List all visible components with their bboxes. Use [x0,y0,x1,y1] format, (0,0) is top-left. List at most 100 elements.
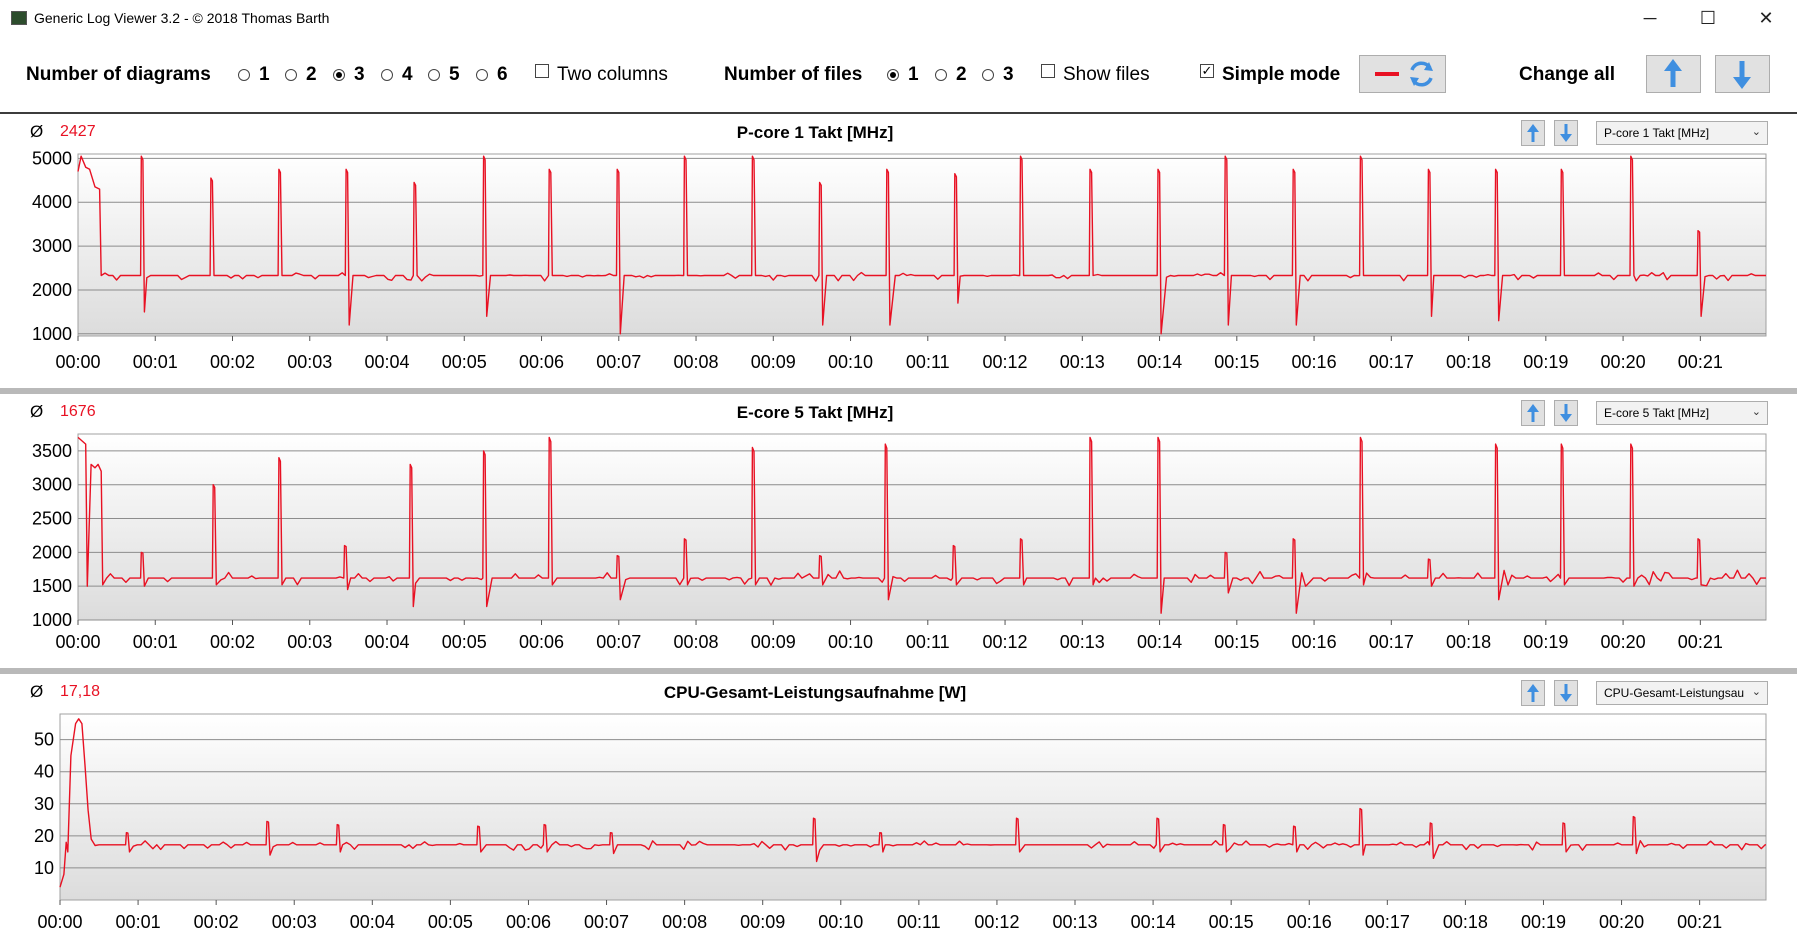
y-tick-label: 1000 [32,610,72,630]
toolbar: Number of diagrams 1 2 3 4 5 6 Two colum… [0,44,1797,110]
x-tick-label: 00:17 [1365,912,1410,932]
panel-divider-2[interactable] [0,668,1797,674]
show-files-checkbox[interactable] [1041,64,1055,78]
x-tick-label: 00:05 [442,352,487,372]
x-tick-label: 00:18 [1446,352,1491,372]
diagram-panel-2: Ø 1676 E-core 5 Takt [MHz] E-core 5 Takt… [0,394,1797,666]
arrow-up-icon [1664,59,1682,87]
x-tick-label: 00:19 [1521,912,1566,932]
x-tick-label: 00:13 [1060,352,1105,372]
move-all-up-button[interactable] [1646,55,1701,93]
x-tick-label: 00:01 [116,912,161,932]
files-option-1: 1 [908,64,919,85]
x-tick-label: 00:15 [1214,632,1259,652]
diagrams-option-4: 4 [402,64,413,85]
x-tick-label: 00:10 [828,632,873,652]
panel-divider-1[interactable] [0,388,1797,394]
x-tick-label: 00:15 [1209,912,1254,932]
x-tick-label: 00:01 [133,352,178,372]
diagram-panel-3: Ø 17,18 CPU-Gesamt-Leistungsaufnahme [W]… [0,674,1797,946]
x-tick-label: 00:04 [364,352,409,372]
diagrams-option-1: 1 [259,64,270,85]
x-tick-label: 00:18 [1443,912,1488,932]
x-tick-label: 00:08 [662,912,707,932]
x-tick-label: 00:08 [674,352,719,372]
diagrams-option-3: 3 [354,64,365,85]
x-tick-label: 00:00 [55,632,100,652]
diagrams-option-6: 6 [497,64,508,85]
y-tick-label: 3500 [32,441,72,461]
arrow-down-icon [1560,404,1572,422]
diagrams-radio-6[interactable] [476,69,488,81]
diagrams-radio-1[interactable] [238,69,250,81]
series-line [77,155,1766,335]
change-all-label: Change all [1519,64,1616,85]
x-tick-label: 00:12 [974,912,1019,932]
y-tick-label: 1500 [32,576,72,596]
x-tick-label: 00:09 [740,912,785,932]
arrow-down-icon [1560,124,1572,142]
y-tick-label: 50 [34,730,54,750]
y-tick-label: 2000 [32,280,72,300]
x-tick-label: 00:04 [364,632,409,652]
diagram-move-up-button[interactable] [1521,120,1545,146]
files-option-2: 2 [956,64,967,85]
x-tick-label: 00:10 [818,912,863,932]
series-selector[interactable]: P-core 1 Takt [MHz] ⌄ [1596,121,1768,145]
line-color-button[interactable] [1359,55,1446,93]
title-bar: Generic Log Viewer 3.2 - © 2018 Thomas B… [0,0,1797,36]
diagram-move-down-button[interactable] [1554,120,1578,146]
diagrams-option-2: 2 [306,64,317,85]
x-tick-label: 00:11 [897,912,941,932]
files-radio-2[interactable] [935,69,947,81]
average-symbol: Ø [30,122,44,141]
diagram-move-up-button[interactable] [1521,400,1545,426]
y-tick-label: 5000 [32,148,72,168]
diagram-move-up-button[interactable] [1521,680,1545,706]
diagrams-radio-3[interactable] [333,69,345,81]
y-tick-label: 1000 [32,324,72,344]
plot-area [77,433,1767,621]
x-tick-label: 00:07 [596,632,641,652]
move-all-down-button[interactable] [1715,55,1770,93]
x-tick-label: 00:14 [1137,352,1182,372]
files-radio-3[interactable] [982,69,994,81]
y-tick-label: 20 [34,826,54,846]
toolbar-separator [0,112,1797,114]
diagram-move-down-button[interactable] [1554,400,1578,426]
x-tick-label: 00:21 [1678,352,1723,372]
x-tick-label: 00:00 [37,912,82,932]
series-selector[interactable]: E-core 5 Takt [MHz] ⌄ [1596,401,1768,425]
diagram-title: P-core 1 Takt [MHz] [736,123,894,142]
x-tick-label: 00:04 [350,912,395,932]
x-tick-label: 00:03 [272,912,317,932]
plot-area [77,153,1767,337]
minimize-button[interactable]: ─ [1643,7,1657,28]
x-tick-label: 00:00 [55,352,100,372]
files-option-3: 3 [1003,64,1014,85]
diagram-move-down-button[interactable] [1554,680,1578,706]
arrow-up-icon [1527,404,1539,422]
diagrams-radio-5[interactable] [428,69,440,81]
y-tick-label: 2000 [32,542,72,562]
files-radio-1[interactable] [887,69,899,81]
x-tick-label: 00:02 [210,352,255,372]
close-button[interactable]: ✕ [1758,7,1774,28]
average-symbol: Ø [30,682,44,701]
y-tick-label: 40 [34,762,54,782]
series-selector[interactable]: CPU-Gesamt-Leistungsau ⌄ [1596,681,1768,705]
diagrams-radio-2[interactable] [285,69,297,81]
y-tick-label: 4000 [32,192,72,212]
diagrams-radio-4[interactable] [381,69,393,81]
chart-plot: 1000 1500 2000 2500 3000 3500 00:00 00:01 00:02 0… [32,433,1767,652]
x-tick-label: 00:16 [1287,912,1332,932]
x-tick-label: 00:06 [519,632,564,652]
average-symbol: Ø [30,402,44,421]
series-selector-value: CPU-Gesamt-Leistungsau [1604,686,1745,700]
maximize-button[interactable]: ☐ [1699,7,1717,28]
diagram-title: CPU-Gesamt-Leistungsaufnahme [W] [663,683,967,702]
x-tick-label: 00:10 [828,352,873,372]
simple-mode-checkbox[interactable]: ✓ [1200,63,1214,78]
x-tick-label: 00:21 [1678,632,1723,652]
two-columns-checkbox[interactable] [535,64,549,78]
